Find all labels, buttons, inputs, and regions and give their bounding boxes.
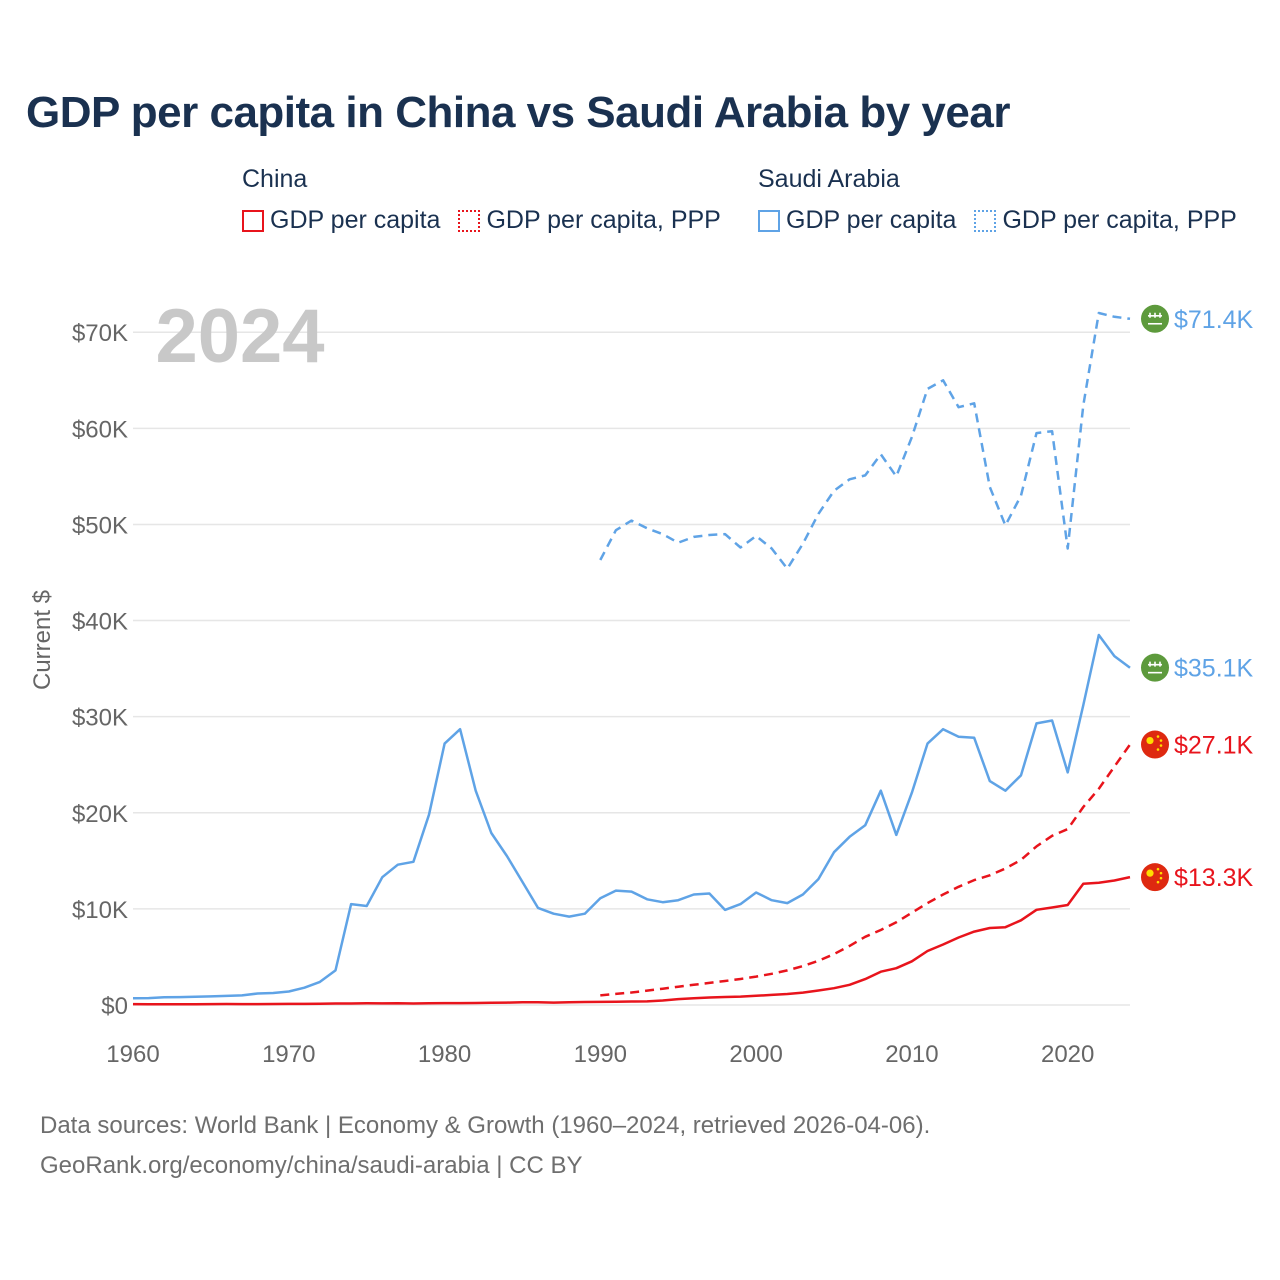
legend-swatch-solid [758,209,780,232]
year-watermark: 2024 [155,294,324,379]
series-layer [132,311,1132,1006]
chart-title: GDP per capita in China vs Saudi Arabia … [26,88,1010,137]
series-end-label: $27.1K [1174,732,1254,760]
y-tick-label: $50K [72,512,128,539]
series-end-label: $13.3K [1174,864,1254,892]
series-line-china-gdp-per-capita-ppp[interactable] [600,743,1132,997]
y-tick-label: $70K [72,320,128,347]
y-tick-label: $10K [72,897,128,924]
y-tick-label: $30K [72,705,128,732]
x-tick-label: 2020 [1041,1041,1094,1068]
legend-group-title: Saudi Arabia [758,165,900,193]
series-end-label: $71.4K [1174,306,1254,334]
legend-item-china-gdp[interactable]: GDP per capita [242,206,440,235]
china-flag-icon [1141,863,1169,892]
y-tick-label: $20K [72,801,128,828]
legend-item-label: GDP per capita [270,206,441,234]
x-tick-label: 1990 [574,1041,627,1068]
x-tick-label: 1970 [262,1041,315,1068]
y-tick-label: $60K [72,416,128,443]
y-tick-label: $0 [101,993,128,1020]
x-tick-label: 1960 [106,1041,159,1068]
legend-swatch-dotted [974,209,997,232]
legend-item-saudi-gdp-ppp[interactable]: GDP per capita, PPP [974,206,1237,235]
legend-swatch-solid [242,209,264,232]
series-line-saudi-arabia-gdp-per-capita-ppp[interactable] [599,311,1131,570]
source-line-2[interactable]: GeoRank.org/economy/china/saudi-arabia |… [40,1152,583,1179]
legend-item-label: GDP per capita, PPP [486,206,721,234]
saudi-arabia-flag-icon [1141,653,1169,682]
legend-group-title: China [242,165,308,193]
series-end-label: $35.1K [1174,655,1254,683]
end-label-layer: $13.3K $27.1K $35.1K $71.4K [1141,304,1254,892]
axis-layer: $0 $10K $20K $30K $40K $50K $60K $70K 1960 1970 19… [72,320,1094,1068]
series-line-saudi-arabia-gdp-per-capita[interactable] [132,633,1131,1000]
legend-item-label: GDP per capita [786,206,957,234]
source-note: Data sources: World Bank | Economy & Gro… [40,1106,930,1186]
saudi-arabia-flag-icon [1141,304,1169,333]
legend-group-china: China GDP per capita GDP per capita, PPP [242,164,721,235]
china-flag-icon [1141,730,1169,759]
x-tick-label: 2000 [729,1041,782,1068]
x-tick-label: 1980 [418,1041,471,1068]
series-line-china-gdp-per-capita[interactable] [132,875,1131,1006]
source-line-1: Data sources: World Bank | Economy & Gro… [40,1112,931,1139]
y-axis-title: Current $ [29,590,56,690]
legend-item-china-gdp-ppp[interactable]: GDP per capita, PPP [458,206,721,235]
grid-layer [133,331,1130,1006]
y-tick-label: $40K [72,609,128,636]
x-tick-label: 2010 [885,1041,938,1068]
legend-item-saudi-gdp[interactable]: GDP per capita [758,206,956,235]
legend-swatch-dotted [458,209,481,232]
legend-group-saudi-arabia: Saudi Arabia GDP per capita GDP per capi… [758,164,1237,235]
legend-item-label: GDP per capita, PPP [1002,206,1237,234]
